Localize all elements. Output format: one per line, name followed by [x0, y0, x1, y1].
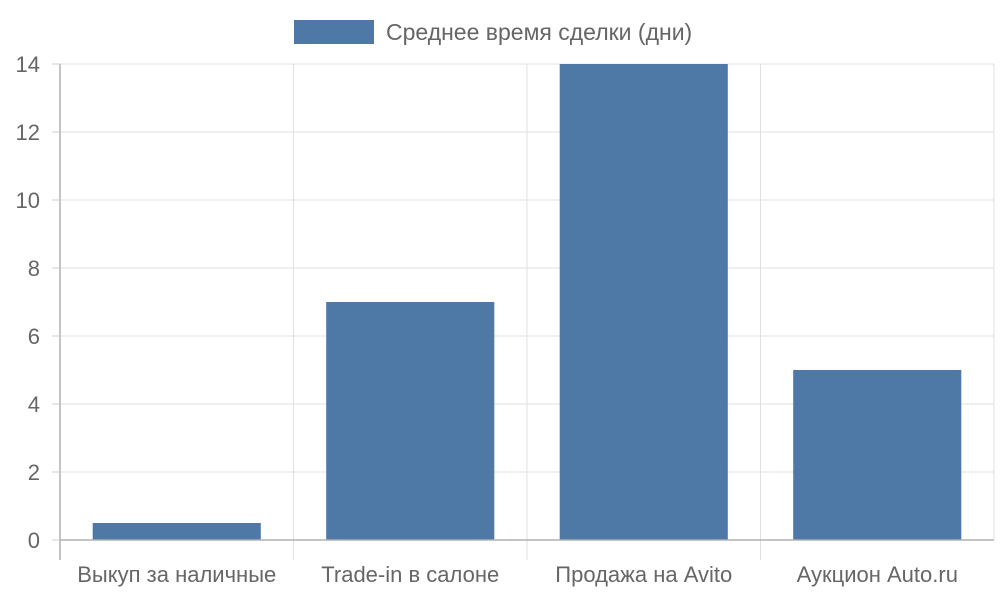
- chart-grid: [60, 63, 995, 560]
- y-tick-label: 8: [28, 256, 40, 281]
- x-tick-label: Аукцион Auto.ru: [797, 562, 958, 587]
- x-axis-ticks: Выкуп за наличные Trade-in в салоне Продаж…: [77, 562, 958, 587]
- bar[interactable]: [92, 523, 261, 540]
- bar[interactable]: [326, 302, 495, 540]
- bar[interactable]: [793, 370, 962, 540]
- x-tick-label: Выкуп за наличные: [77, 562, 276, 587]
- y-tick-label: 4: [28, 392, 40, 417]
- y-tick-label: 2: [28, 460, 40, 485]
- chart-legend: Среднее время сделки (дни): [294, 18, 692, 46]
- y-axis-ticks: 0 2 4 6 8 10 12 14: [16, 52, 60, 553]
- legend-swatch: [294, 20, 374, 44]
- legend-label: Среднее время сделки (дни): [386, 18, 693, 45]
- y-tick-label: 12: [16, 120, 40, 145]
- chart-bars: [92, 64, 962, 540]
- x-tick-label: Продажа на Avito: [555, 562, 732, 587]
- y-tick-label: 6: [28, 324, 40, 349]
- chart-axes: [59, 64, 994, 560]
- y-tick-label: 14: [16, 52, 40, 77]
- y-tick-label: 10: [16, 188, 40, 213]
- y-tick-label: 0: [28, 528, 40, 553]
- bar[interactable]: [559, 64, 728, 540]
- x-tick-label: Trade-in в салоне: [321, 562, 499, 587]
